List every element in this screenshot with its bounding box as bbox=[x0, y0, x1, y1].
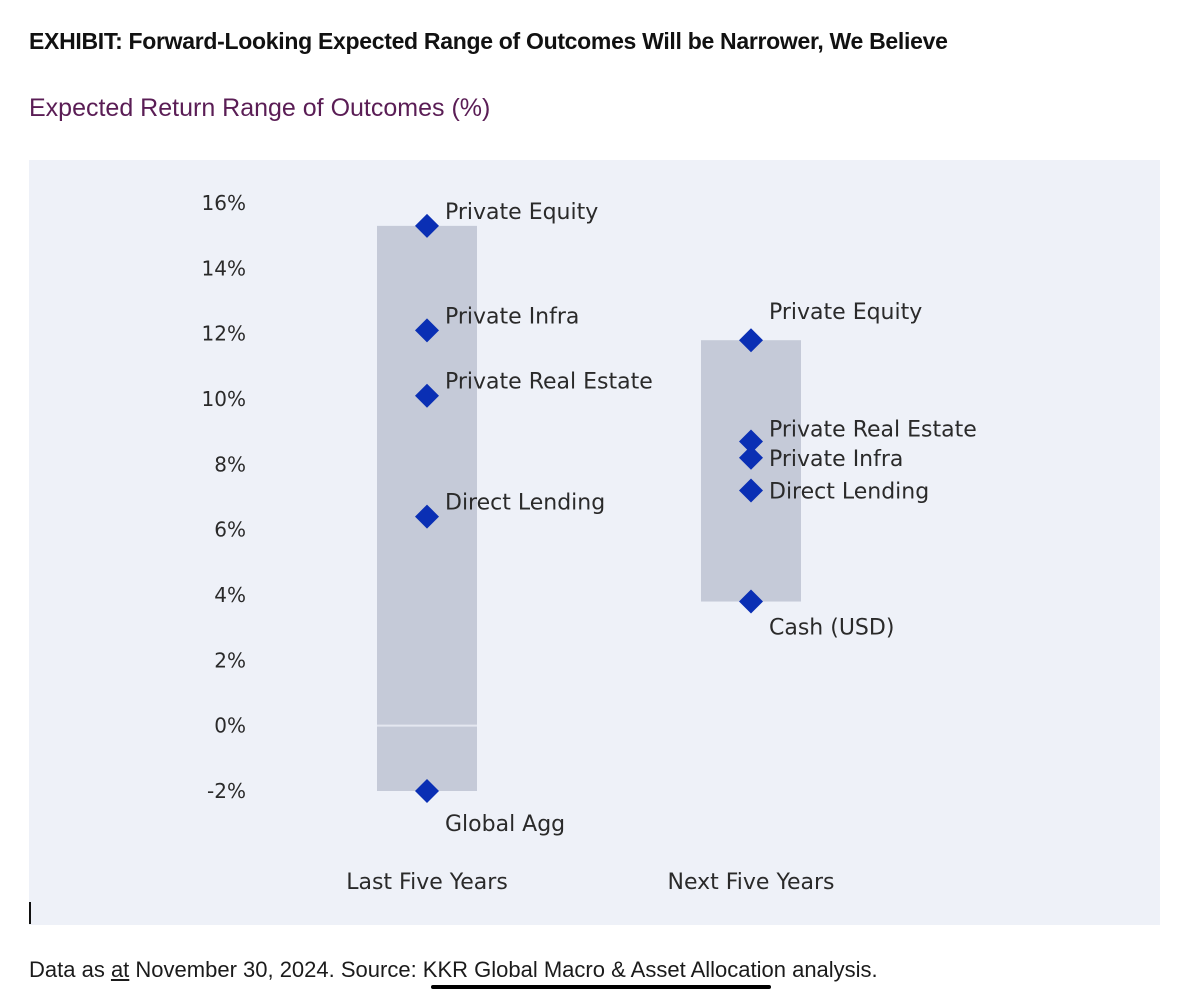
data-point-label: Private Infra bbox=[445, 304, 579, 329]
y-tick-label: 12% bbox=[202, 322, 246, 346]
source-rest: November 30, 2024. Source: KKR Global Ma… bbox=[129, 957, 878, 982]
y-tick-label: 16% bbox=[202, 191, 246, 215]
y-tick-label: 6% bbox=[214, 518, 246, 542]
data-point-label: Private Infra bbox=[769, 447, 903, 472]
x-category-label: Next Five Years bbox=[668, 870, 835, 895]
data-point-marker bbox=[415, 318, 439, 343]
data-labels: Private Equity Private Infra Private Real … bbox=[445, 200, 977, 837]
source-prefix: Data as bbox=[29, 957, 111, 982]
data-point-label: Direct Lending bbox=[445, 491, 605, 516]
data-point-marker bbox=[739, 445, 763, 470]
source-note: Data as at November 30, 2024. Source: KK… bbox=[29, 957, 878, 983]
range-chart: 16% 14% 12% 10% 8% 6% 4% 2% 0% -2% Private Equity… bbox=[202, 191, 977, 895]
data-point-label: Private Real Estate bbox=[769, 417, 977, 442]
y-tick-label: 8% bbox=[214, 452, 246, 476]
data-point-marker bbox=[415, 504, 439, 529]
y-tick-label: 14% bbox=[202, 256, 246, 280]
range-bar bbox=[701, 340, 801, 602]
data-point-label: Global Agg bbox=[445, 812, 565, 837]
ink-underline bbox=[431, 985, 771, 989]
data-point-label: Private Real Estate bbox=[445, 370, 653, 395]
chart-area: 16% 14% 12% 10% 8% 6% 4% 2% 0% -2% Private Equity… bbox=[29, 160, 1160, 925]
x-axis: Last Five Years Next Five Years bbox=[346, 870, 834, 895]
exhibit-title: EXHIBIT: Forward-Looking Expected Range … bbox=[29, 28, 948, 54]
data-point-label: Private Equity bbox=[769, 300, 922, 325]
data-point-label: Cash (USD) bbox=[769, 616, 894, 641]
data-points bbox=[415, 213, 763, 803]
text-cursor bbox=[29, 902, 31, 924]
y-tick-label: 10% bbox=[202, 387, 246, 411]
data-point-marker bbox=[415, 779, 439, 803]
y-tick-label: 0% bbox=[214, 714, 246, 738]
x-category-label: Last Five Years bbox=[346, 870, 508, 895]
data-point-marker bbox=[739, 478, 763, 503]
chart-title: Expected Return Range of Outcomes (%) bbox=[29, 94, 491, 122]
data-point-marker bbox=[739, 328, 763, 353]
data-point-marker bbox=[739, 589, 763, 614]
y-tick-label: 2% bbox=[214, 648, 246, 672]
data-point-marker bbox=[415, 383, 439, 408]
source-underlined-word: at bbox=[110, 957, 130, 982]
y-axis: 16% 14% 12% 10% 8% 6% 4% 2% 0% -2% bbox=[202, 191, 246, 803]
data-point-label: Private Equity bbox=[445, 200, 598, 225]
data-point-marker bbox=[739, 429, 763, 454]
data-point-marker bbox=[415, 213, 439, 238]
y-tick-label: -2% bbox=[207, 779, 246, 803]
y-tick-label: 4% bbox=[214, 583, 246, 607]
data-point-label: Direct Lending bbox=[769, 479, 929, 504]
